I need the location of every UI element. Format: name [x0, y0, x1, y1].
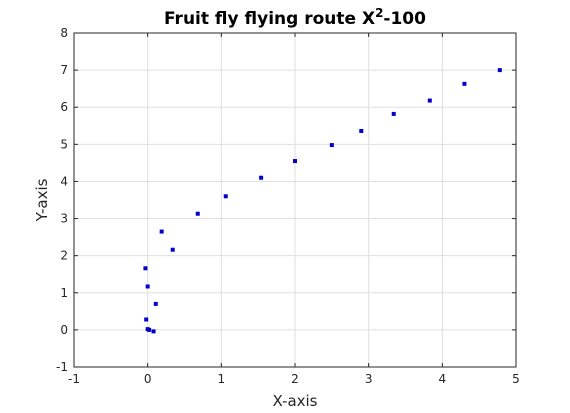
- y-tick-label: 0: [60, 323, 68, 337]
- data-point: [144, 317, 149, 322]
- ticks: -1 0 1 2 3 4 5 -1 0 1 2 3 4 5 6 7 8: [56, 26, 520, 386]
- y-tick-label: 4: [60, 174, 68, 188]
- y-tick-label: 3: [60, 212, 68, 226]
- data-point: [329, 143, 334, 148]
- x-tick-label: 2: [291, 372, 299, 386]
- data-point: [147, 327, 152, 332]
- x-tick-label: 4: [439, 372, 447, 386]
- data-point: [195, 211, 200, 216]
- y-tick-label: 6: [60, 100, 68, 114]
- chart-title-suffix: -100: [383, 9, 426, 29]
- data-point: [462, 81, 467, 86]
- data-point: [427, 98, 432, 103]
- data-point: [170, 247, 175, 252]
- data-point: [293, 159, 297, 164]
- grid: [74, 33, 516, 367]
- y-axis-label: Y-axis: [33, 178, 51, 222]
- x-tick-label: -1: [68, 372, 80, 386]
- x-axis-label: X-axis: [273, 392, 318, 410]
- data-point: [391, 111, 396, 116]
- x-tick-label: 0: [144, 372, 152, 386]
- chart-title-main: Fruit fly flying route X: [164, 9, 375, 29]
- chart-title-superscript: 2: [375, 6, 383, 20]
- data-point: [143, 266, 148, 271]
- chart-title: Fruit fly flying route X2-100: [164, 6, 426, 29]
- x-tick-label: 1: [218, 372, 226, 386]
- data-point: [159, 229, 164, 234]
- data-point: [223, 194, 228, 199]
- y-tick-label: 7: [60, 63, 68, 77]
- data-point: [497, 68, 502, 73]
- x-tick-label: 3: [365, 372, 373, 386]
- data-point: [259, 175, 264, 180]
- data-point: [153, 301, 158, 306]
- y-tick-label: -1: [56, 360, 68, 374]
- data-point: [151, 329, 156, 334]
- data-points: [143, 68, 502, 334]
- data-point: [145, 284, 150, 289]
- y-tick-label: 2: [60, 249, 68, 263]
- y-tick-label: 5: [60, 137, 68, 151]
- y-tick-label: 1: [60, 286, 68, 300]
- x-tick-label: 5: [512, 372, 520, 386]
- data-point: [359, 128, 364, 133]
- y-tick-label: 8: [60, 26, 68, 40]
